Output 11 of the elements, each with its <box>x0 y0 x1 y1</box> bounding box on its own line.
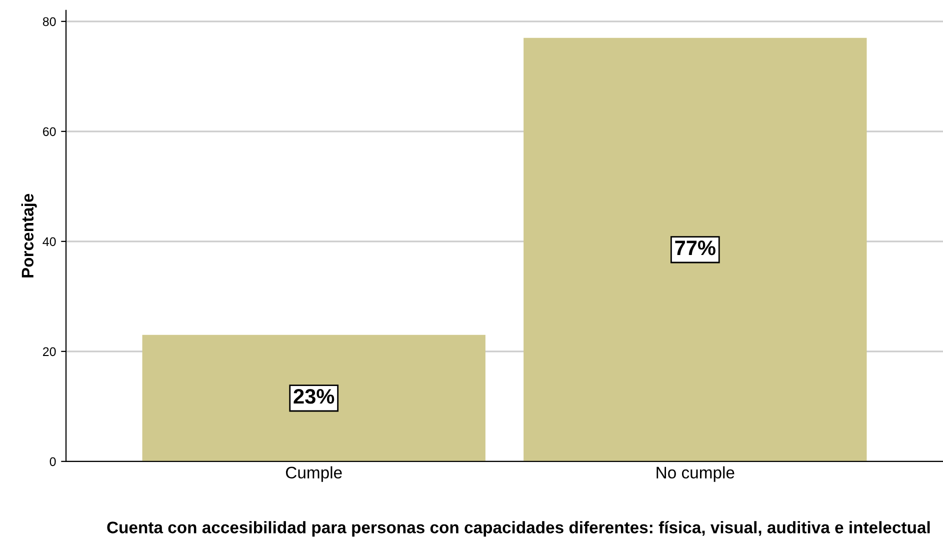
x-axis-title: Cuenta con accesibilidad para personas con capacidades diferentes: física, visual, auditiva e intelectual <box>107 520 930 537</box>
data-label: 23% <box>294 389 334 404</box>
y-tick-label: 0 <box>50 457 56 466</box>
y-tick-label: 40 <box>42 237 56 246</box>
y-axis-title: Porcentaje <box>21 194 37 278</box>
y-tick-label: 80 <box>42 17 56 26</box>
x-tick-label: No cumple <box>656 466 734 482</box>
data-label: 77% <box>675 240 716 256</box>
y-tick-label: 60 <box>43 127 56 136</box>
y-tick-label: 20 <box>43 347 56 356</box>
x-tick-label: Cumple <box>286 466 342 482</box>
